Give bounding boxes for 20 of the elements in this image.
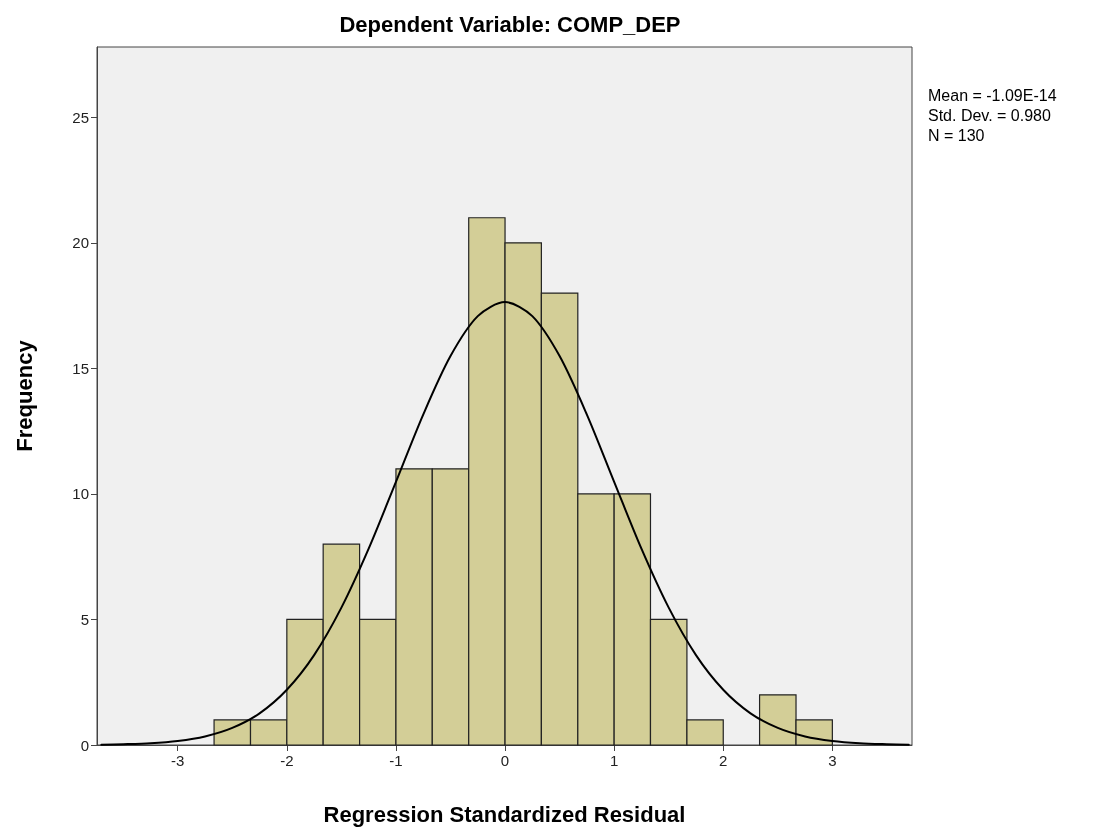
x-axis-title: Regression Standardized Residual [323,801,686,827]
chart-title: Dependent Variable: COMP_DEP [339,11,681,37]
text: N = 130 [928,126,985,144]
y-tick-label: 25 [72,108,89,126]
y-axis-title: Frequency [11,339,37,452]
y-tick-label: 5 [80,610,89,628]
x-tick-label: 0 [500,752,510,769]
x-tick-label: -3 [171,752,185,769]
x-tick-label: 3 [828,752,837,769]
y-tick-label: 15 [72,359,89,377]
x-tick-label: 1 [609,752,619,769]
y-tick-label: 0 [80,736,89,754]
text: Mean = -1.09E-14 [928,86,1057,104]
line-series [100,301,910,746]
x-tick-label: 2 [719,752,728,769]
y-tick-label: 10 [72,485,89,503]
x-tick-label: -2 [280,752,294,769]
y-tick-label: 20 [72,234,89,252]
text: Std. Dev. = 0.980 [928,106,1051,124]
x-tick-label: -1 [389,752,403,769]
